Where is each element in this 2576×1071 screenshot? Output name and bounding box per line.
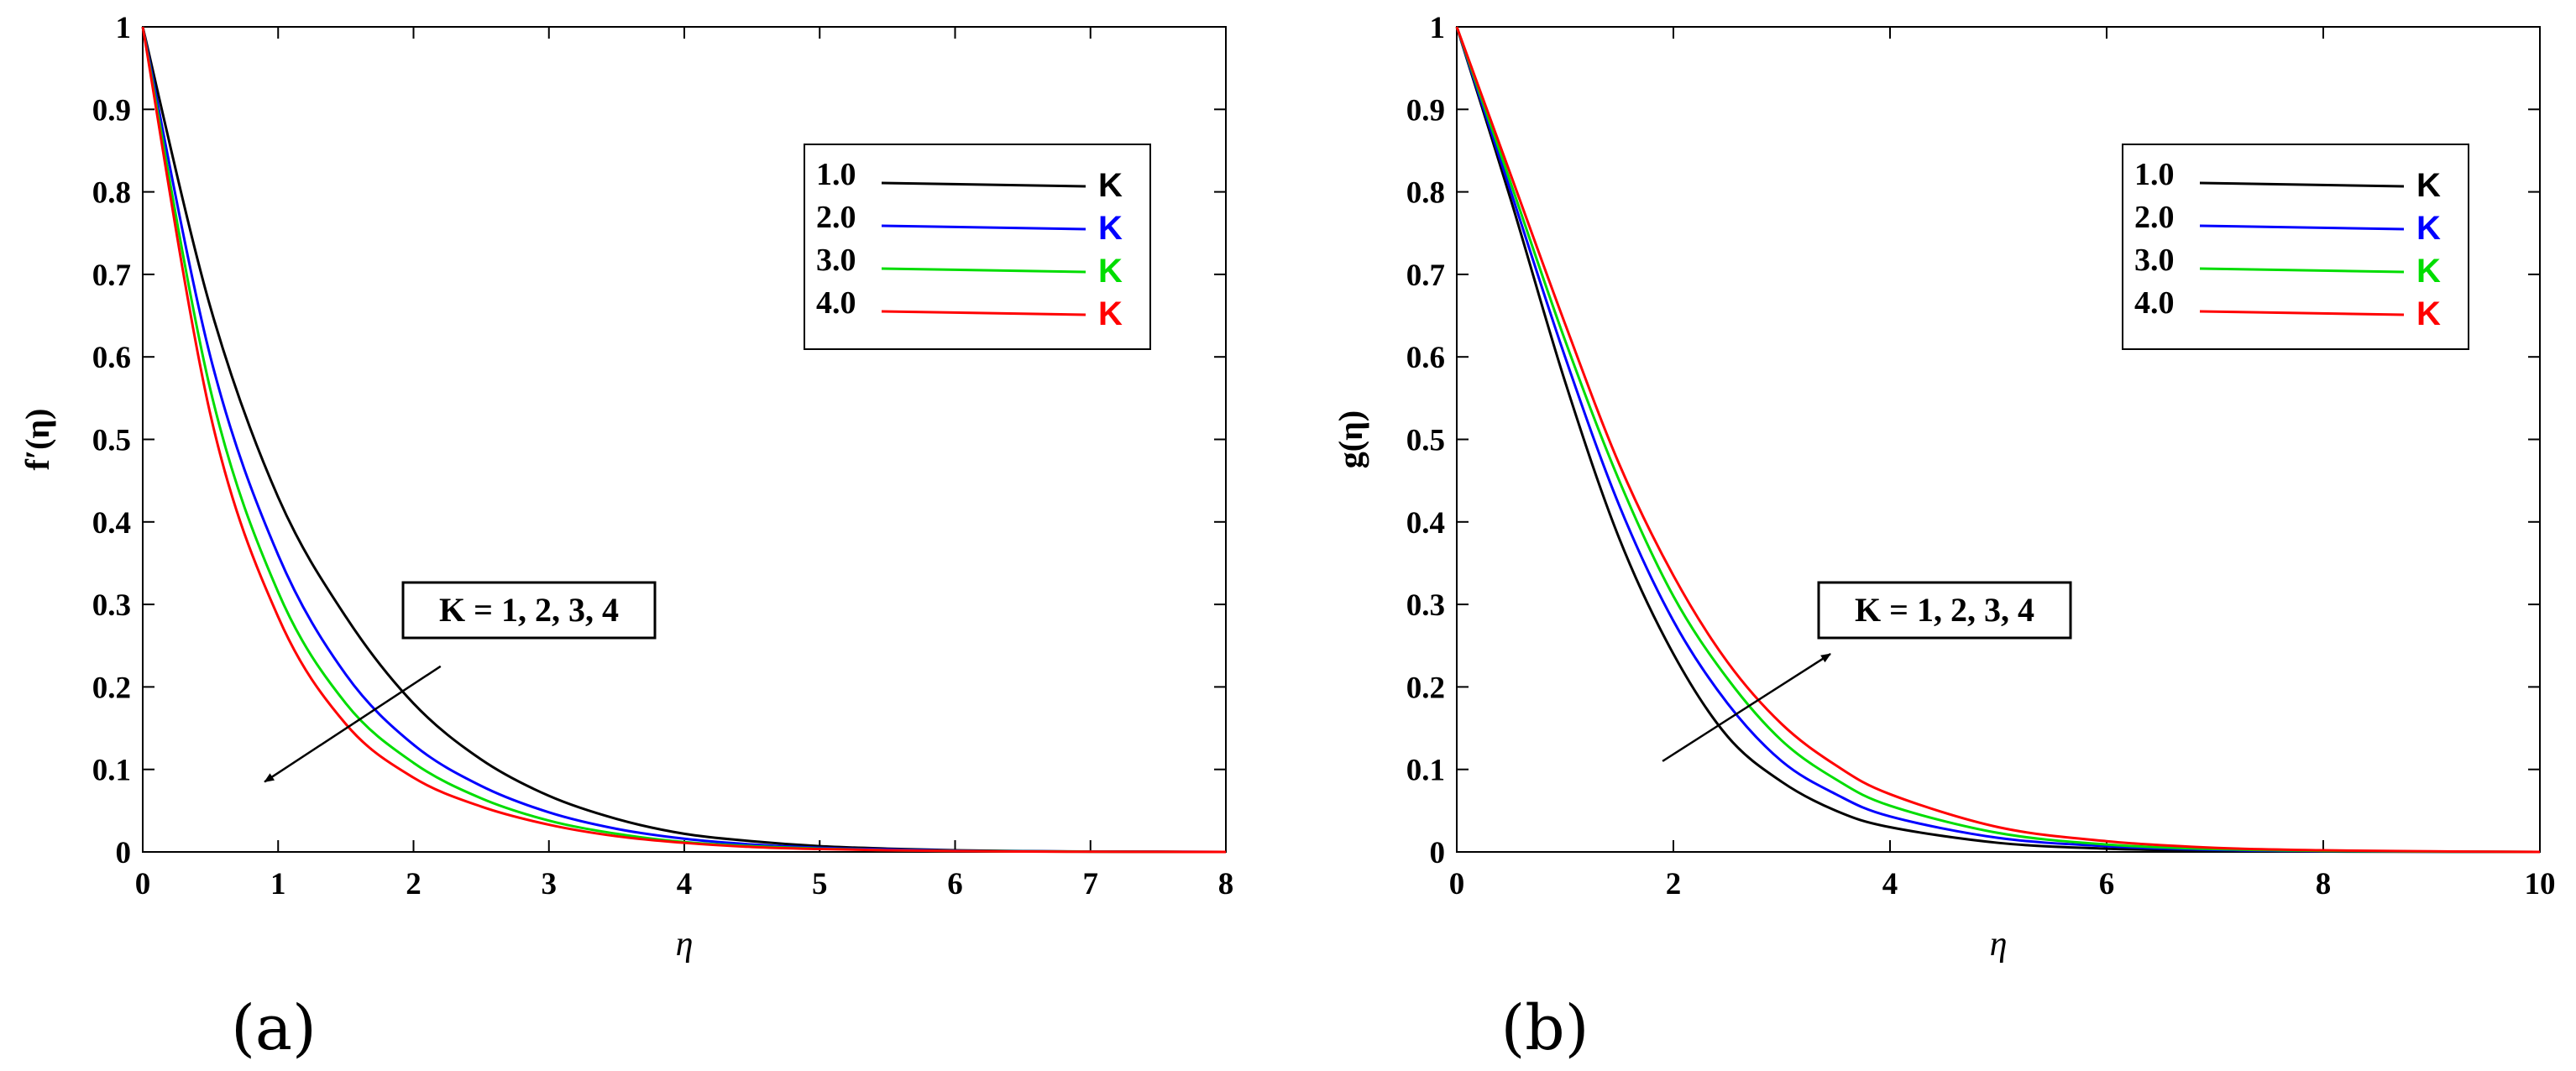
x-tick-label: 0 xyxy=(135,867,151,901)
y-tick-label: 0.8 xyxy=(1406,176,1445,211)
series-line-4.0 xyxy=(1455,26,2541,854)
legend-line-sample xyxy=(2199,224,2405,231)
legend-value-label: 3.0 xyxy=(2134,243,2175,278)
y-tick-label: 0 xyxy=(116,836,132,870)
annotation-arrow xyxy=(1662,653,1831,762)
y-tick-label: 0.1 xyxy=(92,754,131,788)
annotation-box xyxy=(401,581,657,640)
legend-series-name: K xyxy=(2416,210,2441,247)
y-tick-label: 0.9 xyxy=(1406,93,1445,128)
chart-a-subtitle: (a) xyxy=(231,992,317,1064)
legend-series-name: K xyxy=(1098,210,1123,247)
legend-series-name: K xyxy=(2416,167,2441,204)
x-tick-label: 8 xyxy=(2316,867,2332,901)
x-tick-label: 7 xyxy=(1083,867,1099,901)
legend-b: 1.0 K 2.0 K 3.0 K 4.0 K xyxy=(2122,144,2469,350)
y-tick-label: 0 xyxy=(1430,836,1446,870)
x-tick-label: 4 xyxy=(1882,867,1898,901)
y-tick-label: 0.7 xyxy=(92,259,131,293)
x-axis-label: η xyxy=(676,925,694,964)
legend-box xyxy=(2122,144,2469,350)
chart-b: 0 2 4 6 8 10 0 0.1 0.2 0.3 0.4 0.5 0.6 0.7 0.8 0.9 1 η g(η… xyxy=(1332,11,2556,1064)
y-tick-label: 0.2 xyxy=(1406,671,1445,705)
legend-line-sample xyxy=(881,181,1086,188)
plot-area-b: 0 2 4 6 8 10 0 0.1 0.2 0.3 0.4 0.5 0.6 0.7 0.8 0.9 1 η g(η… xyxy=(1332,11,2556,964)
annotation-text: K = 1, 2, 3, 4 xyxy=(439,591,619,629)
plot-area-a: 0 1 2 3 4 5 6 7 8 0 0.1 0.2 0.3 0.4 0.5 0.6 0.7 0.8 0.9 1 η f… xyxy=(18,11,1233,964)
y-tick-label: 0.9 xyxy=(92,93,131,128)
x-tick-label: 10 xyxy=(2525,867,2556,901)
y-tick-label: 1 xyxy=(116,11,132,45)
y-axis-label: g(η) xyxy=(1332,410,1369,468)
legend-line-sample xyxy=(2199,267,2405,274)
x-tick-label: 8 xyxy=(1218,867,1234,901)
x-tick-label: 3 xyxy=(542,867,558,901)
legend-series-name: K xyxy=(1098,167,1123,204)
x-tick-label: 5 xyxy=(812,867,828,901)
y-tick-label: 0.2 xyxy=(92,671,131,705)
legend-a: 1.0 K 2.0 K 3.0 K 4.0 K xyxy=(804,144,1151,350)
y-tick-label: 0.5 xyxy=(92,424,131,458)
x-tick-label: 6 xyxy=(947,867,963,901)
annotation-text: K = 1, 2, 3, 4 xyxy=(1855,591,2034,629)
x-tick-label: 0 xyxy=(1449,867,1465,901)
legend-value-label: 4.0 xyxy=(816,285,856,321)
y-tick-label: 0.3 xyxy=(1406,588,1445,623)
annotation-box xyxy=(1817,581,2072,640)
legend-series-name: K xyxy=(2416,295,2441,332)
legend-value-label: 1.0 xyxy=(816,157,856,192)
y-tick-label: 0.6 xyxy=(92,341,131,375)
legend-box xyxy=(804,144,1151,350)
y-axis-label: f′(η) xyxy=(18,409,56,471)
annotation-arrow xyxy=(264,665,442,783)
x-tick-label: 6 xyxy=(2099,867,2115,901)
y-tick-label: 0.7 xyxy=(1406,259,1445,293)
legend-value-label: 3.0 xyxy=(816,243,856,278)
legend-line-sample xyxy=(881,310,1086,316)
x-axis-label: η xyxy=(1990,925,2008,964)
series-line-4.0 xyxy=(141,26,1227,854)
y-tick-label: 0.4 xyxy=(1406,506,1445,541)
legend-series-name: K xyxy=(1098,253,1123,290)
annotation-b: K = 1, 2, 3, 4 xyxy=(1662,581,2072,762)
x-tick-label: 2 xyxy=(406,867,421,901)
chart-b-subtitle: (b) xyxy=(1500,992,1589,1064)
annotation-a: K = 1, 2, 3, 4 xyxy=(264,581,657,783)
legend-value-label: 1.0 xyxy=(2134,157,2175,192)
x-tick-label: 2 xyxy=(1666,867,1682,901)
chart-a: 0 1 2 3 4 5 6 7 8 0 0.1 0.2 0.3 0.4 0.5 0.6 0.7 0.8 0.9 1 η f… xyxy=(18,11,1233,1064)
y-tick-label: 0.3 xyxy=(92,588,131,623)
y-tick-label: 1 xyxy=(1430,11,1446,45)
x-tick-label: 4 xyxy=(677,867,693,901)
x-tick-label: 1 xyxy=(270,867,286,901)
y-tick-label: 0.8 xyxy=(92,176,131,211)
y-tick-label: 0.5 xyxy=(1406,424,1445,458)
legend-line-sample xyxy=(2199,181,2405,188)
legend-value-label: 4.0 xyxy=(2134,285,2175,321)
y-tick-label: 0.4 xyxy=(92,506,131,541)
legend-line-sample xyxy=(881,267,1086,274)
legend-line-sample xyxy=(881,224,1086,231)
legend-series-name: K xyxy=(1098,295,1123,332)
y-tick-label: 0.6 xyxy=(1406,341,1445,375)
legend-value-label: 2.0 xyxy=(816,200,856,235)
legend-line-sample xyxy=(2199,310,2405,316)
y-tick-label: 0.1 xyxy=(1406,754,1445,788)
legend-series-name: K xyxy=(2416,253,2441,290)
legend-value-label: 2.0 xyxy=(2134,200,2175,235)
